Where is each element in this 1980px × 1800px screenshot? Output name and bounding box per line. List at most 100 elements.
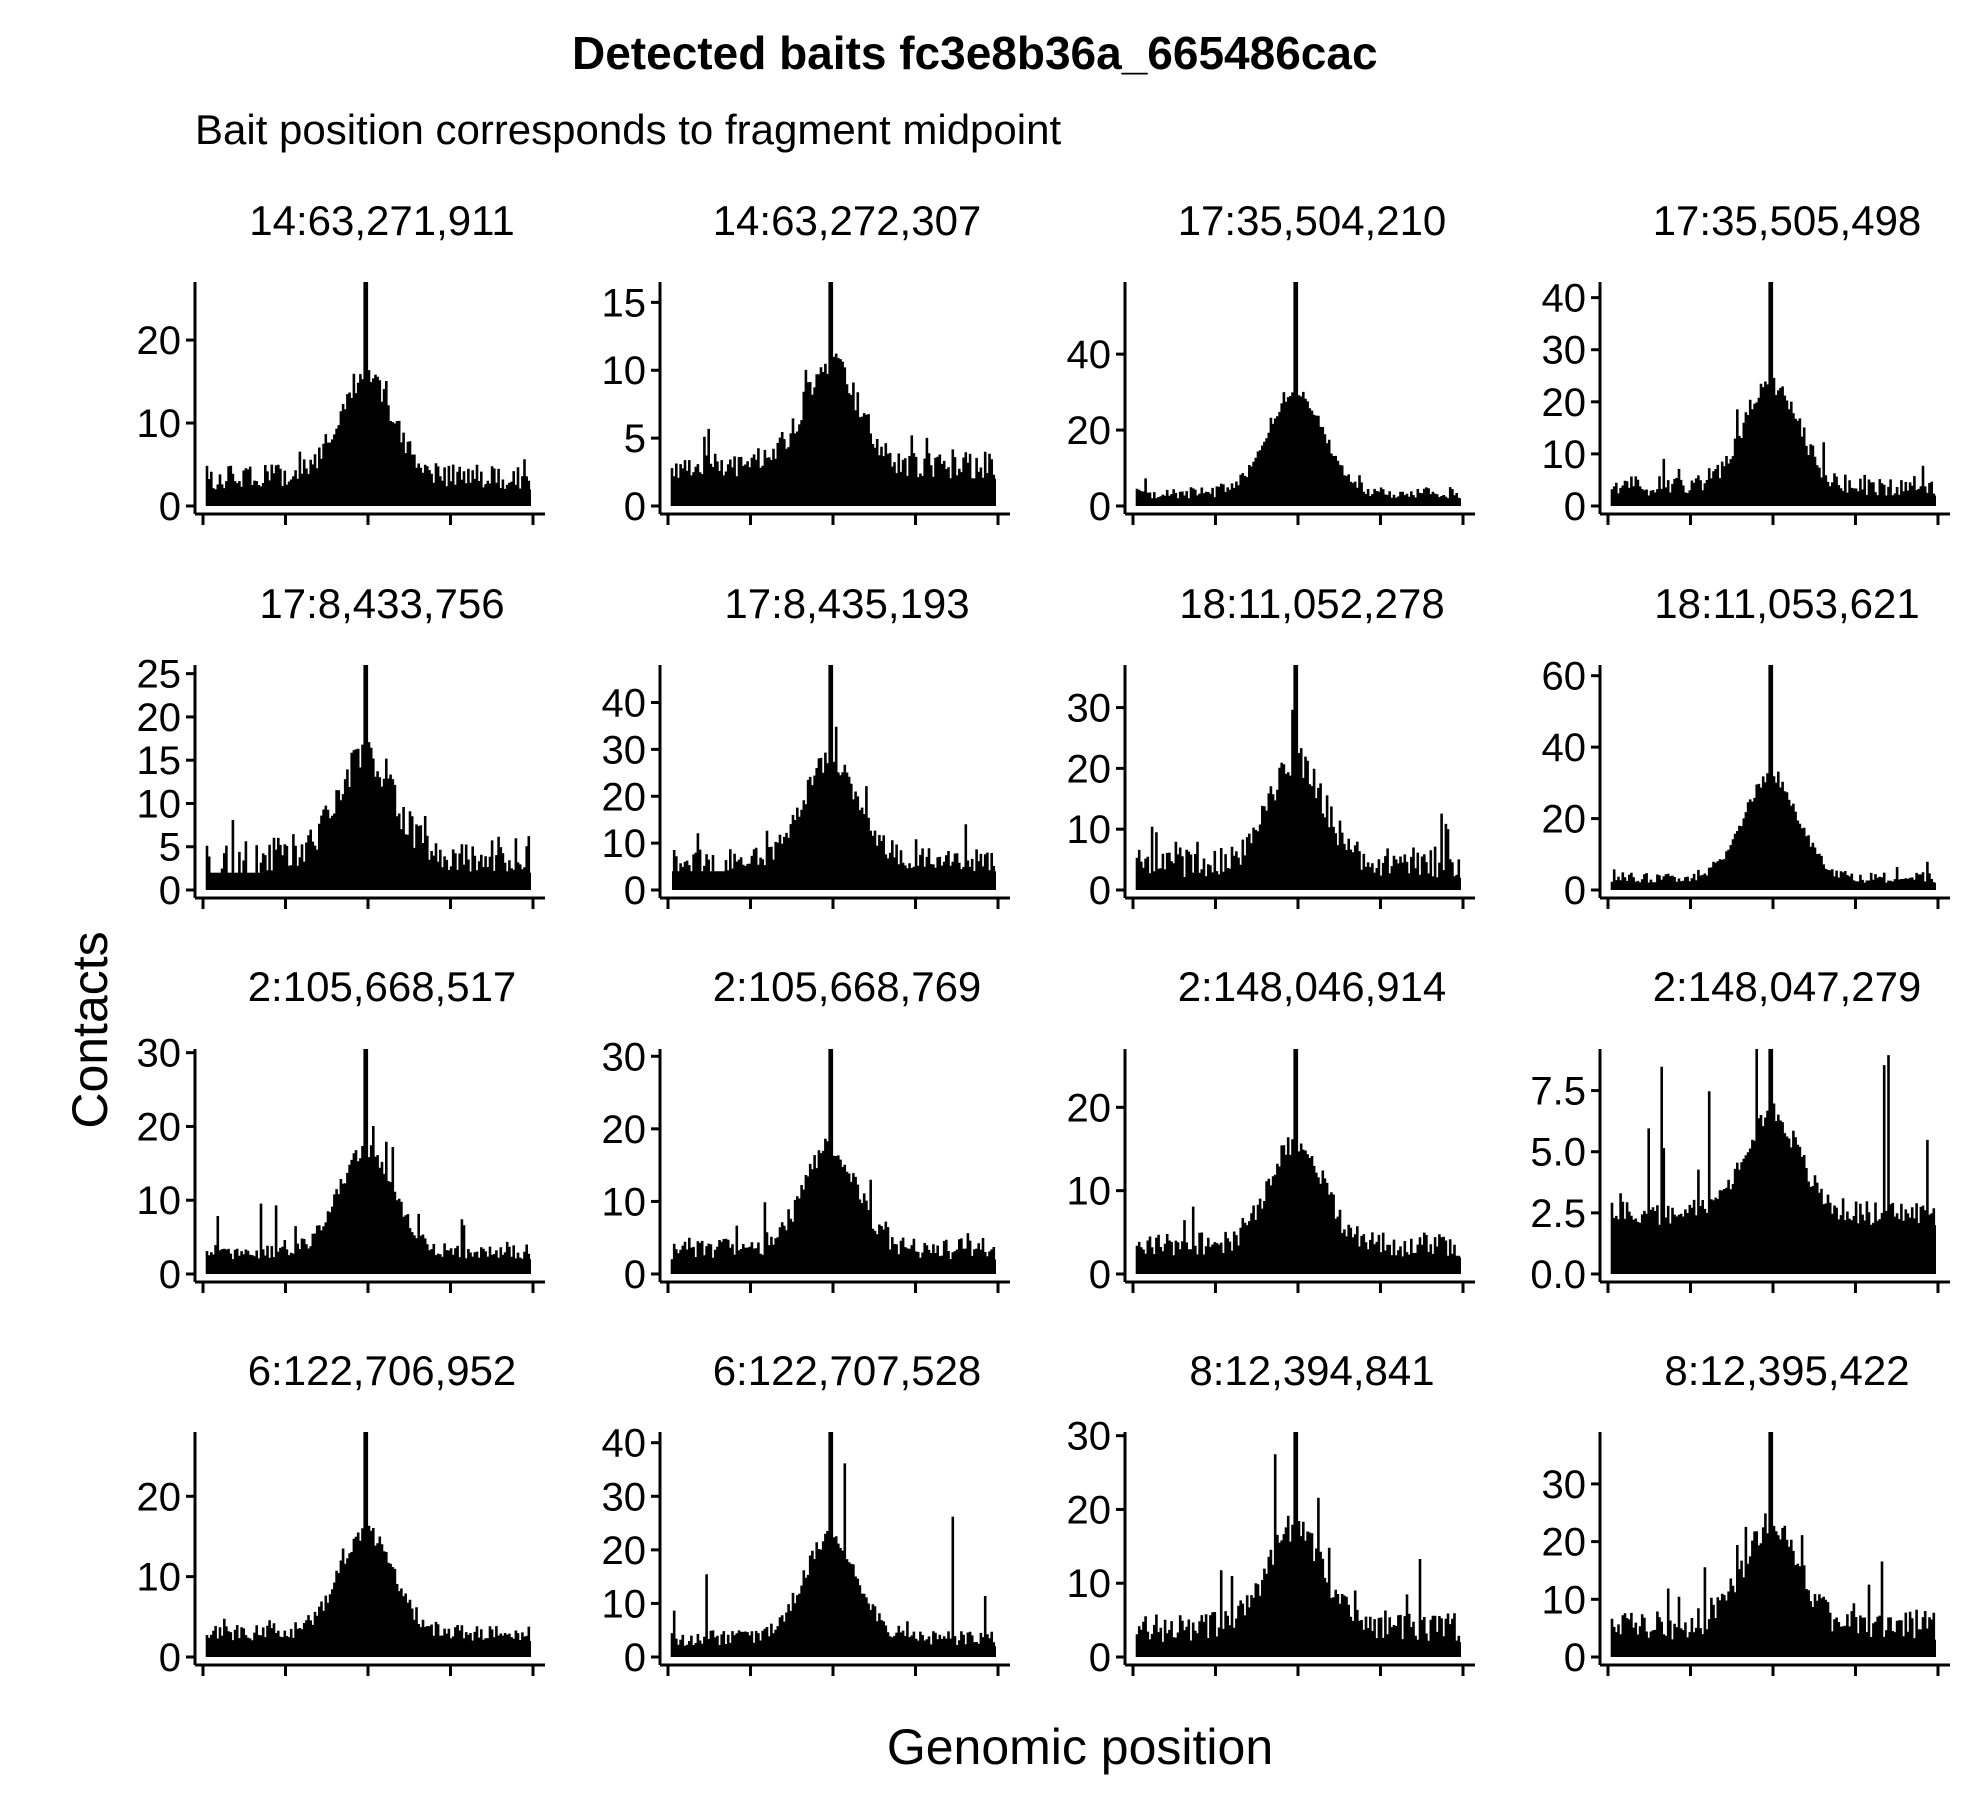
- contact-bars: [205, 1432, 531, 1657]
- y-tick-label: 15: [602, 281, 647, 325]
- y-tick-label: 30: [602, 728, 647, 772]
- contact-bars: [205, 282, 531, 506]
- panel-11: 2:148,046,914 0 10 20: [1067, 963, 1475, 1297]
- figure-title: Detected baits fc3e8b36a_665486cac: [572, 27, 1378, 79]
- contact-bars: [1610, 282, 1936, 506]
- panel-2: 14:63,272,307 0 5 10 15: [602, 197, 1010, 529]
- y-tick-label: 10: [1542, 433, 1587, 477]
- y-tick-label: 10: [137, 402, 182, 446]
- y-tick-label: 0: [1089, 1253, 1111, 1297]
- y-tick-label: 0: [159, 1253, 181, 1297]
- panel-7: 18:11,052,278 0 10 20 30: [1067, 580, 1475, 913]
- contact-bars: [1610, 665, 1936, 890]
- y-tick-label: 30: [602, 1475, 647, 1519]
- y-tick-label: 20: [602, 775, 647, 819]
- y-tick-label: 30: [1542, 1463, 1587, 1507]
- y-tick-label: 0.0: [1530, 1253, 1586, 1297]
- y-tick-label: 20: [1542, 1521, 1587, 1565]
- y-tick-label: 0: [1564, 869, 1586, 913]
- baseline-band: [207, 1259, 531, 1274]
- panel-1: 14:63,271,911 0 10 20: [137, 197, 545, 529]
- y-tick-label: 25: [137, 653, 182, 697]
- baseline-band: [1612, 1639, 1936, 1657]
- y-tick-label: 40: [1067, 333, 1112, 377]
- y-tick-label: 40: [1542, 726, 1587, 770]
- panel-10: 2:105,668,769 0 10 20 30: [602, 963, 1010, 1297]
- y-tick-label: 10: [1067, 1562, 1112, 1606]
- y-tick-label: 20: [1067, 1488, 1112, 1532]
- baseline-band: [1137, 1257, 1461, 1274]
- baseline-band: [1137, 1642, 1461, 1657]
- contact-bars: [670, 1049, 996, 1274]
- y-tick-label: 0: [624, 1253, 646, 1297]
- panel-title: 6:122,706,952: [248, 1347, 517, 1394]
- panel-title: 14:63,271,911: [249, 197, 514, 244]
- y-tick-label: 0: [1564, 1636, 1586, 1680]
- y-tick-label: 30: [1067, 687, 1112, 731]
- y-tick-label: 2.5: [1530, 1192, 1586, 1236]
- panel-8: 18:11,053,621 0 20 40 60: [1542, 580, 1950, 913]
- y-tick-label: 20: [1067, 1086, 1112, 1130]
- y-tick-label: 30: [137, 1032, 182, 1076]
- figure-subtitle: Bait position corresponds to fragment mi…: [195, 106, 1062, 153]
- y-tick-label: 5.0: [1530, 1131, 1586, 1175]
- y-tick-label: 20: [137, 1475, 182, 1519]
- y-tick-label: 10: [1067, 1170, 1112, 1214]
- panel-title: 2:105,668,769: [713, 963, 982, 1010]
- y-tick-label: 20: [602, 1529, 647, 1573]
- y-tick-label: 10: [602, 1180, 647, 1224]
- panel-4: 17:35,505,498 0 10 20 30 40: [1542, 197, 1950, 529]
- y-tick-label: 0: [159, 869, 181, 913]
- baseline-band: [1612, 1225, 1936, 1274]
- y-tick-label: 15: [137, 739, 182, 783]
- panel-9: 2:105,668,517 0 10 20 30: [137, 963, 545, 1297]
- y-tick-label: 10: [602, 822, 647, 866]
- y-tick-label: 10: [137, 782, 182, 826]
- baseline-band: [1137, 877, 1461, 890]
- y-tick-label: 10: [602, 1582, 647, 1626]
- contact-bars: [670, 282, 996, 506]
- y-tick-label: 0: [1089, 869, 1111, 913]
- panel-title: 17:35,504,210: [1178, 197, 1447, 244]
- y-tick-label: 30: [1542, 329, 1587, 373]
- y-tick-label: 7.5: [1530, 1070, 1586, 1114]
- panel-title: 8:12,395,422: [1664, 1347, 1909, 1394]
- y-tick-label: 0: [624, 1636, 646, 1680]
- baseline-band: [1612, 882, 1936, 890]
- y-tick-label: 60: [1542, 655, 1587, 699]
- y-tick-label: 20: [137, 319, 182, 363]
- contact-bars: [1135, 665, 1461, 890]
- panel-title: 14:63,272,307: [713, 197, 982, 244]
- y-tick-label: 0: [159, 485, 181, 529]
- y-tick-label: 10: [137, 1179, 182, 1223]
- baseline-band: [672, 1646, 996, 1657]
- y-tick-label: 30: [602, 1035, 647, 1079]
- contact-bars: [670, 1432, 996, 1657]
- baseline-band: [207, 872, 531, 890]
- y-tick-label: 10: [602, 349, 647, 393]
- contact-bars: [205, 665, 531, 890]
- baseline-band: [1137, 498, 1461, 506]
- y-tick-label: 40: [602, 682, 647, 726]
- y-tick-label: 0: [624, 485, 646, 529]
- y-tick-label: 0: [159, 1636, 181, 1680]
- panel-title: 2:148,046,914: [1178, 963, 1447, 1010]
- baseline-band: [207, 489, 531, 506]
- y-tick-label: 10: [1067, 808, 1112, 852]
- panel-title: 17:35,505,498: [1653, 197, 1922, 244]
- panel-title: 8:12,394,841: [1189, 1347, 1434, 1394]
- panel-title: 2:148,047,279: [1653, 963, 1922, 1010]
- panel-3: 17:35,504,210 0 20 40: [1067, 197, 1475, 529]
- panel-12: 2:148,047,279 0.0 2.5 5.0 7.5: [1530, 963, 1950, 1297]
- panel-title: 17:8,433,756: [259, 580, 504, 627]
- contact-bars: [1610, 1432, 1936, 1657]
- baseline-band: [672, 478, 996, 506]
- contact-bars: [205, 1049, 531, 1274]
- panel-15: 8:12,394,841 0 10 20 30: [1067, 1347, 1475, 1680]
- panel-title: 17:8,435,193: [724, 580, 969, 627]
- y-tick-label: 20: [1067, 409, 1112, 453]
- y-tick-label: 0: [1089, 485, 1111, 529]
- y-tick-label: 20: [137, 1105, 182, 1149]
